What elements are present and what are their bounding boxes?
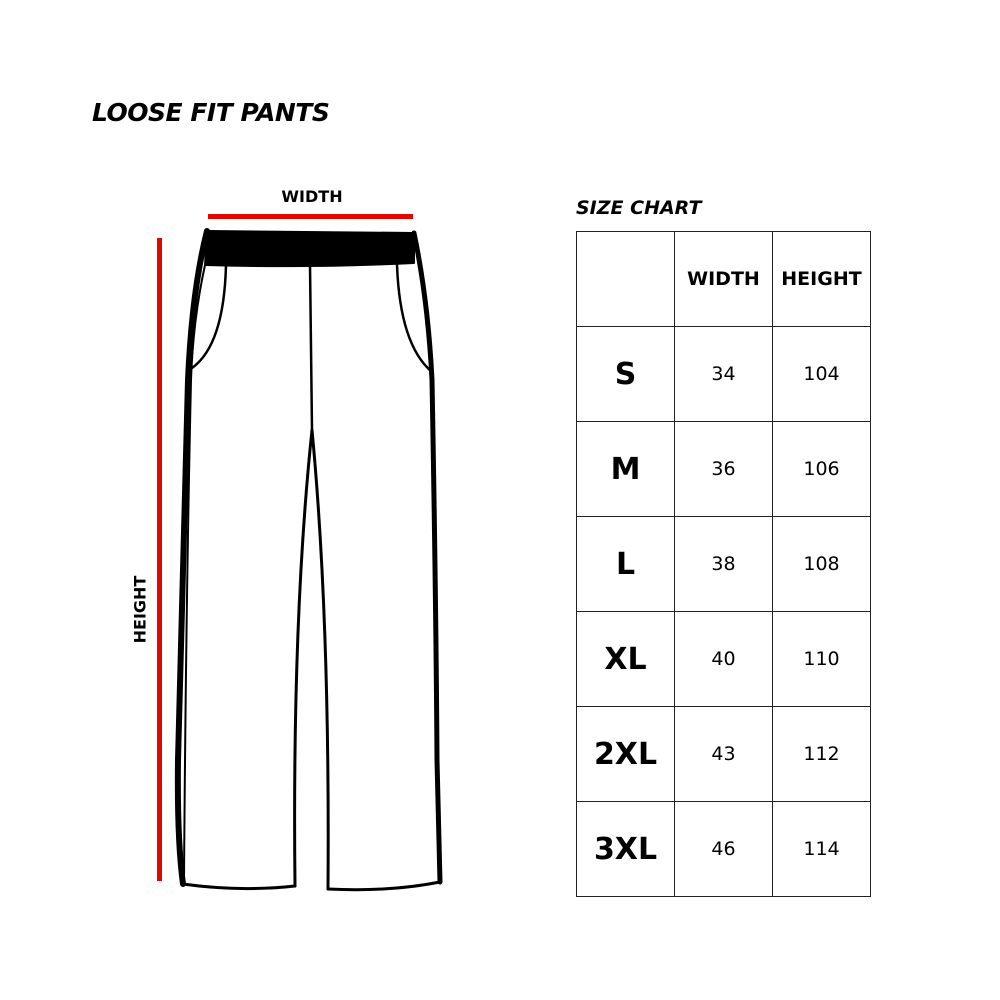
table-row: 3XL 46 114: [576, 801, 871, 897]
height-measure-line: [157, 238, 162, 881]
size-cell: M: [576, 421, 675, 517]
height-cell: 108: [772, 516, 871, 612]
width-cell: 40: [674, 611, 773, 707]
size-cell: L: [576, 516, 675, 612]
width-cell: 34: [674, 326, 773, 422]
width-cell: 46: [674, 801, 773, 897]
page-title: LOOSE FIT PANTS: [92, 98, 330, 127]
size-cell: S: [576, 326, 675, 422]
table-row: M 36 106: [576, 421, 871, 517]
size-cell: 3XL: [576, 801, 675, 897]
table-row: S 34 104: [576, 326, 871, 422]
left-outer-seam: [174, 228, 210, 887]
left-pocket: [190, 263, 228, 370]
column-header: WIDTH: [674, 231, 773, 327]
size-chart-table: WIDTH HEIGHT S 34 104 M 36 106 L 38 108 …: [576, 231, 871, 897]
hem-right: [326, 880, 442, 892]
column-header: HEIGHT: [772, 231, 871, 327]
width-cell: 36: [674, 421, 773, 517]
width-cell: 38: [674, 516, 773, 612]
size-cell: 2XL: [576, 706, 675, 802]
height-cell: 112: [772, 706, 871, 802]
column-header: [576, 231, 675, 327]
table-row: XL 40 110: [576, 611, 871, 707]
hem-left: [181, 882, 297, 891]
right-pocket: [395, 263, 434, 374]
height-cell: 104: [772, 326, 871, 422]
center-seam: [308, 263, 314, 432]
right-outer-seam: [411, 230, 443, 885]
height-cell: 110: [772, 611, 871, 707]
inseam: [293, 428, 330, 891]
waistband: [204, 230, 415, 268]
width-label: WIDTH: [281, 187, 343, 206]
height-cell: 106: [772, 421, 871, 517]
width-cell: 43: [674, 706, 773, 802]
table-header-row: WIDTH HEIGHT: [576, 231, 871, 327]
size-cell: XL: [576, 611, 675, 707]
table-row: L 38 108: [576, 516, 871, 612]
size-chart-title: SIZE CHART: [576, 197, 702, 219]
height-cell: 114: [772, 801, 871, 897]
table-row: 2XL 43 112: [576, 706, 871, 802]
width-measure-line: [208, 214, 413, 219]
left-outer-seam-inner: [183, 264, 206, 881]
